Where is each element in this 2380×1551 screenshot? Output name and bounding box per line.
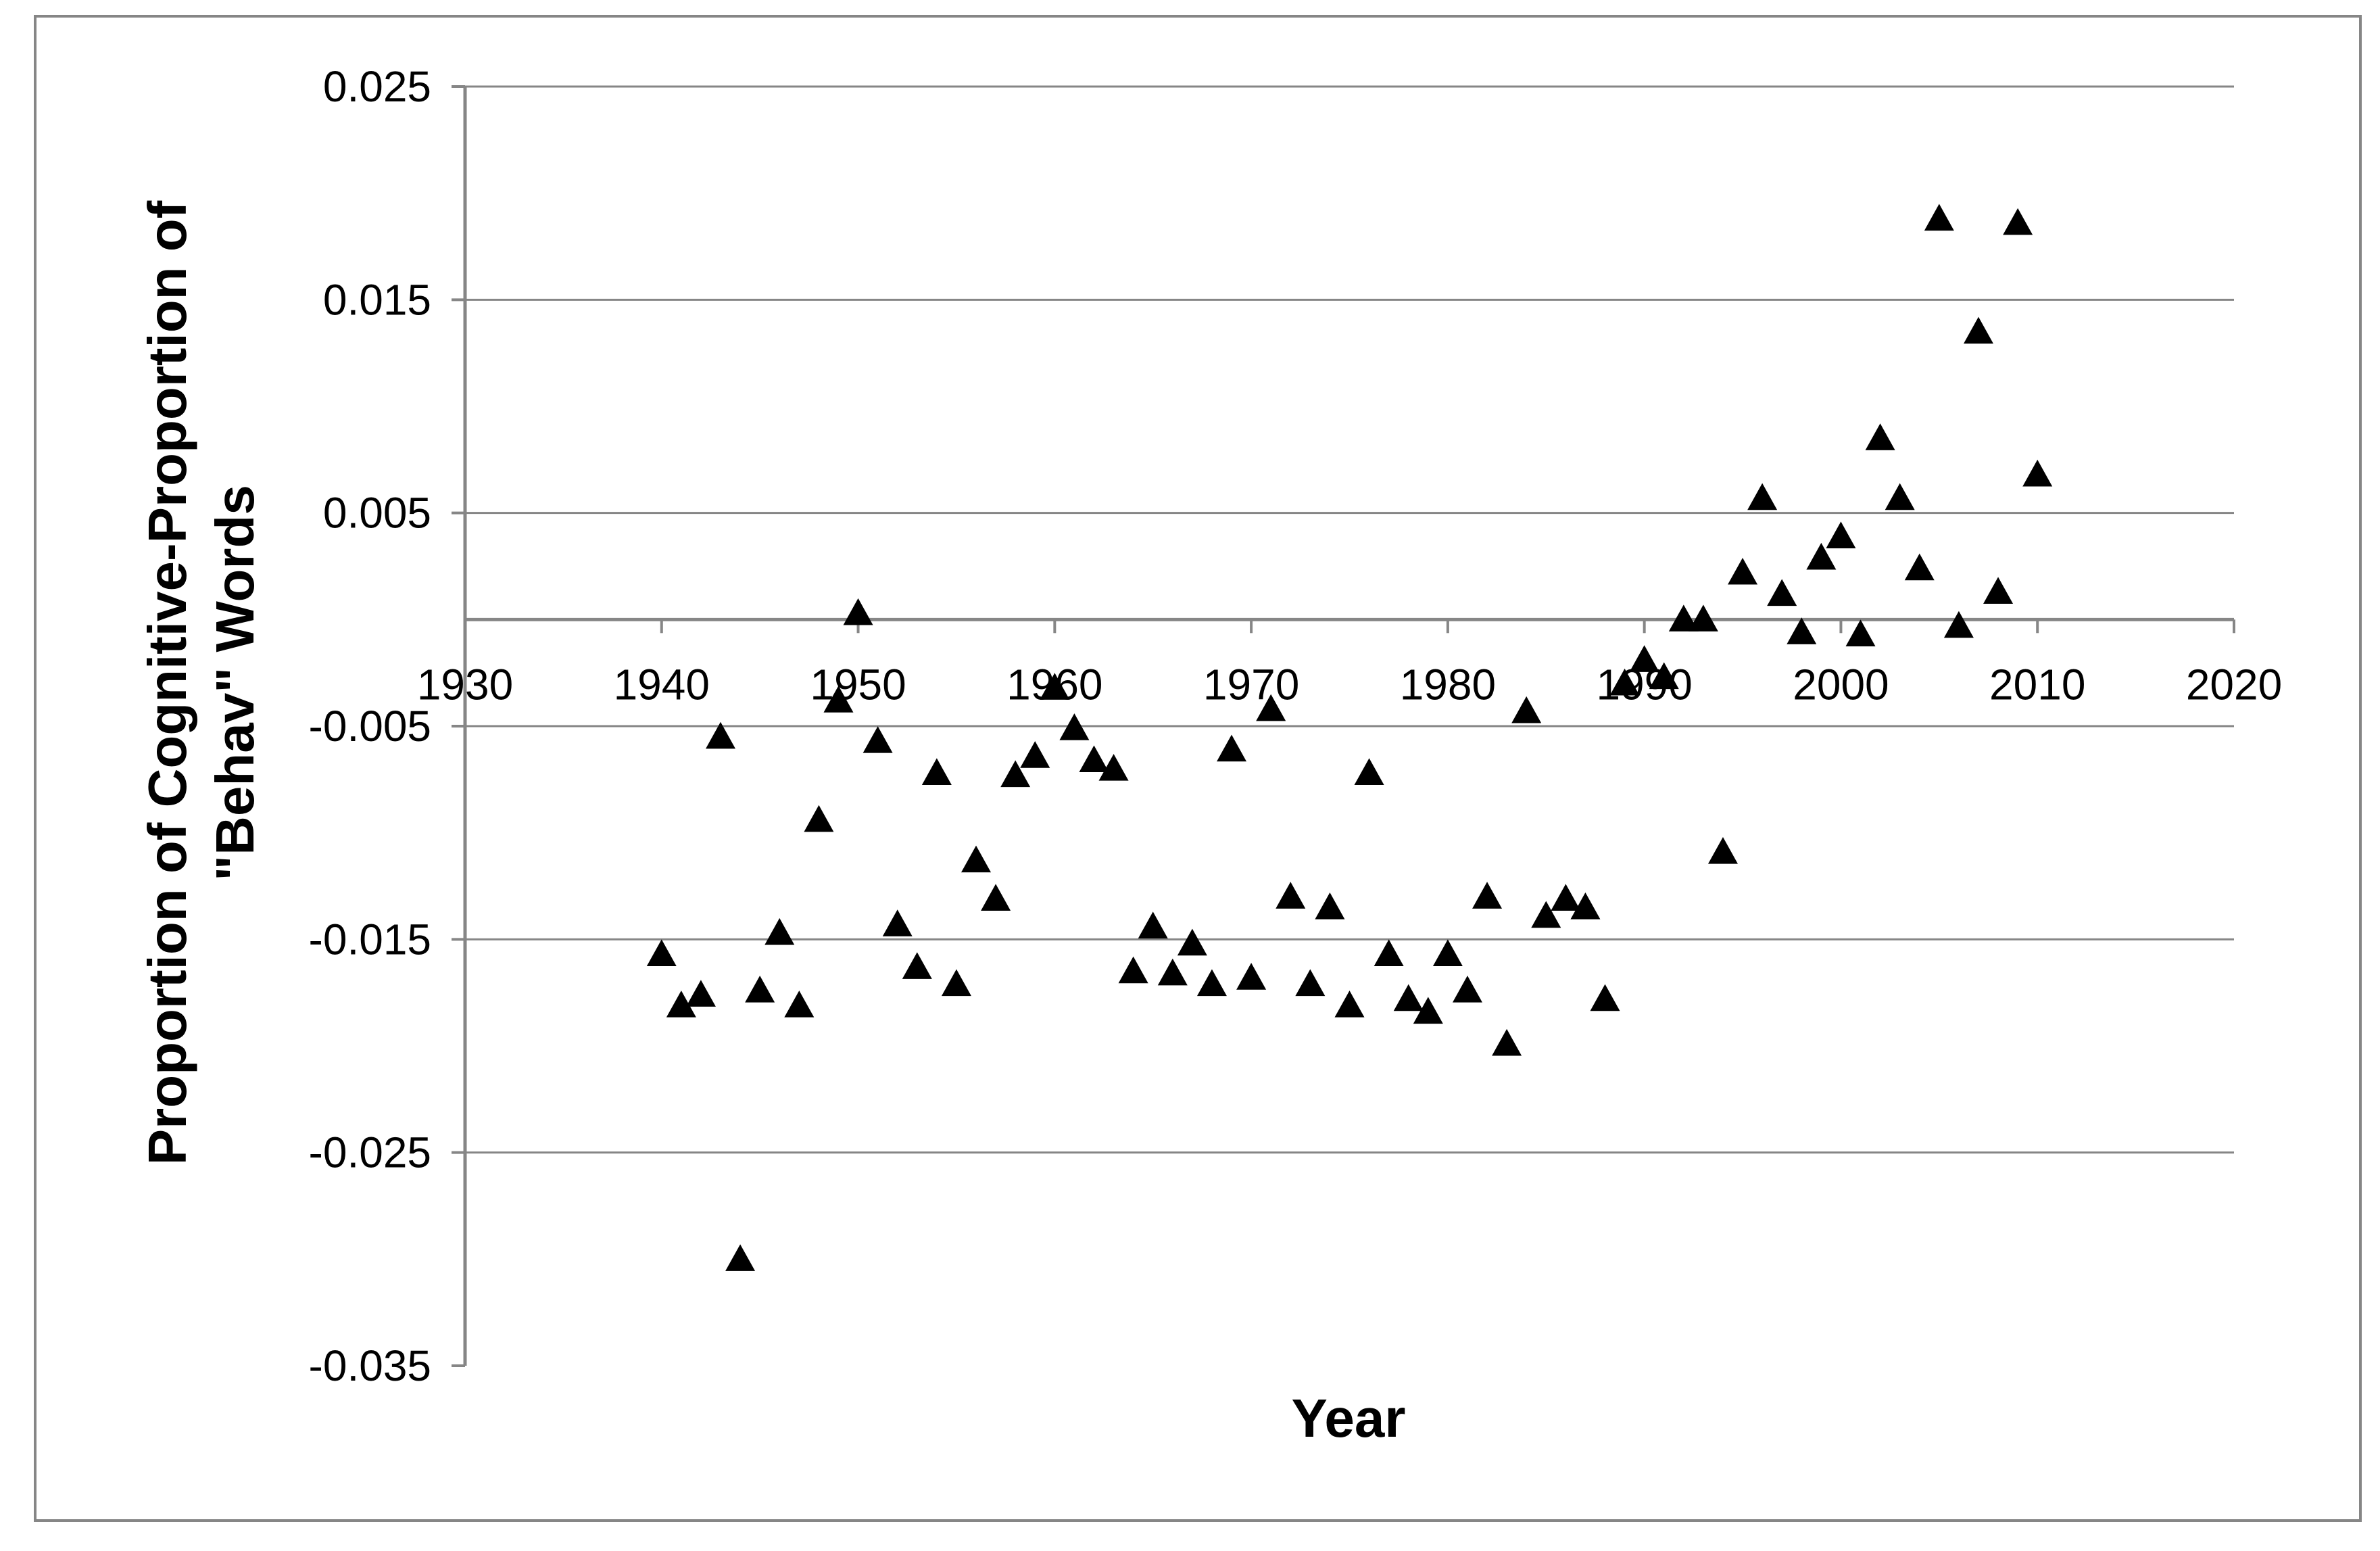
data-point: [1511, 696, 1542, 723]
y-tick-label: 0.005: [323, 489, 431, 538]
data-point: [1885, 483, 1915, 510]
data-point: [1040, 673, 1070, 700]
y-tick-label: -0.015: [309, 915, 431, 963]
x-tick-label: 1950: [810, 660, 906, 709]
y-tick-label: 0.025: [323, 62, 431, 111]
y-tick-label: -0.035: [309, 1341, 431, 1390]
data-point: [1806, 542, 1837, 570]
data-point: [1098, 754, 1129, 781]
data-point: [863, 726, 893, 753]
data-point: [666, 991, 696, 1018]
data-point: [1196, 969, 1227, 997]
data-point: [1826, 521, 1856, 548]
data-point: [1649, 662, 1679, 690]
y-axis-title-line-1: Proportion of Cognitive-Proportion of: [137, 200, 197, 1165]
data-point: [1609, 668, 1640, 696]
data-point: [1217, 734, 1247, 762]
data-point: [1374, 939, 1404, 967]
data-point: [1020, 741, 1050, 768]
data-point: [1904, 553, 1935, 581]
data-point: [1570, 892, 1601, 920]
data-point: [1177, 928, 1207, 956]
data-point: [706, 721, 736, 749]
data-point: [2022, 459, 2053, 487]
data-point: [1393, 984, 1424, 1011]
data-point: [685, 980, 716, 1007]
data-point: [646, 939, 677, 967]
data-point: [1334, 991, 1365, 1018]
x-tick-label: 2020: [2186, 660, 2282, 709]
data-points: [646, 204, 2053, 1271]
data-point: [1256, 694, 1286, 721]
y-tick-label: 0.015: [323, 275, 431, 324]
gridlines: [465, 85, 2234, 1154]
data-point: [941, 969, 971, 997]
y-tick-labels: 0.025 0.015 0.005 -0.005 -0.015 -0.025 -0.035: [309, 62, 431, 1390]
data-point: [2003, 208, 2033, 235]
data-point: [1767, 579, 1797, 606]
data-point: [1668, 604, 1699, 631]
data-point: [804, 805, 834, 832]
data-point: [1315, 892, 1345, 920]
data-point: [1865, 423, 1895, 450]
data-point: [1747, 483, 1778, 510]
data-point: [1688, 604, 1718, 631]
data-point: [1354, 758, 1384, 785]
data-point: [784, 991, 815, 1018]
chart-frame: [34, 15, 2362, 1522]
data-point: [1551, 884, 1581, 911]
data-point: [1924, 204, 1954, 231]
x-axis-title: Year: [1291, 1388, 1405, 1448]
y-tick-label: -0.005: [309, 702, 431, 750]
data-point: [843, 598, 873, 625]
data-point: [1492, 1028, 1522, 1056]
y-tick-label: -0.025: [309, 1128, 431, 1177]
data-point: [1295, 969, 1326, 997]
data-point: [921, 758, 952, 785]
data-point: [1728, 557, 1758, 585]
x-tick-label: 1970: [1203, 660, 1299, 709]
data-point: [725, 1244, 756, 1271]
data-point: [1452, 976, 1482, 1003]
data-point: [1531, 901, 1561, 928]
x-tick-label: 2000: [1793, 660, 1889, 709]
data-point: [1590, 984, 1620, 1011]
data-point: [1000, 760, 1031, 788]
axes: [452, 85, 2235, 1367]
data-point: [1943, 611, 1974, 638]
x-tick-label: 2010: [1989, 660, 2085, 709]
data-point: [745, 976, 775, 1003]
data-point: [1276, 882, 1306, 909]
x-tick-label: 1980: [1400, 660, 1496, 709]
data-point: [764, 917, 795, 945]
y-axis-title: Proportion of Cognitive-Proportion of "B…: [137, 200, 265, 1165]
data-point: [1963, 316, 1993, 344]
x-tick-label: 1940: [614, 660, 710, 709]
data-point: [1472, 882, 1503, 909]
x-tick-labels: 1930194019501960197019801990200020102020: [417, 660, 2282, 709]
data-point: [1059, 713, 1090, 740]
data-point: [1983, 577, 2014, 604]
data-point: [1079, 745, 1109, 773]
data-point: [1787, 617, 1817, 644]
y-axis-title-line-2: "Behav" Words: [205, 485, 265, 881]
data-point: [1413, 997, 1443, 1024]
data-point: [981, 884, 1011, 911]
data-point: [1157, 958, 1188, 986]
data-point: [1845, 619, 1876, 647]
data-point: [1118, 956, 1148, 984]
data-point: [902, 952, 932, 979]
data-point: [1236, 963, 1267, 990]
data-point: [823, 686, 854, 713]
data-point: [1138, 911, 1168, 939]
data-point: [882, 909, 913, 936]
x-tick-label: 1930: [417, 660, 513, 709]
data-point: [1707, 837, 1738, 864]
data-point: [1432, 939, 1463, 967]
data-point: [1629, 645, 1659, 672]
data-point: [961, 845, 992, 873]
